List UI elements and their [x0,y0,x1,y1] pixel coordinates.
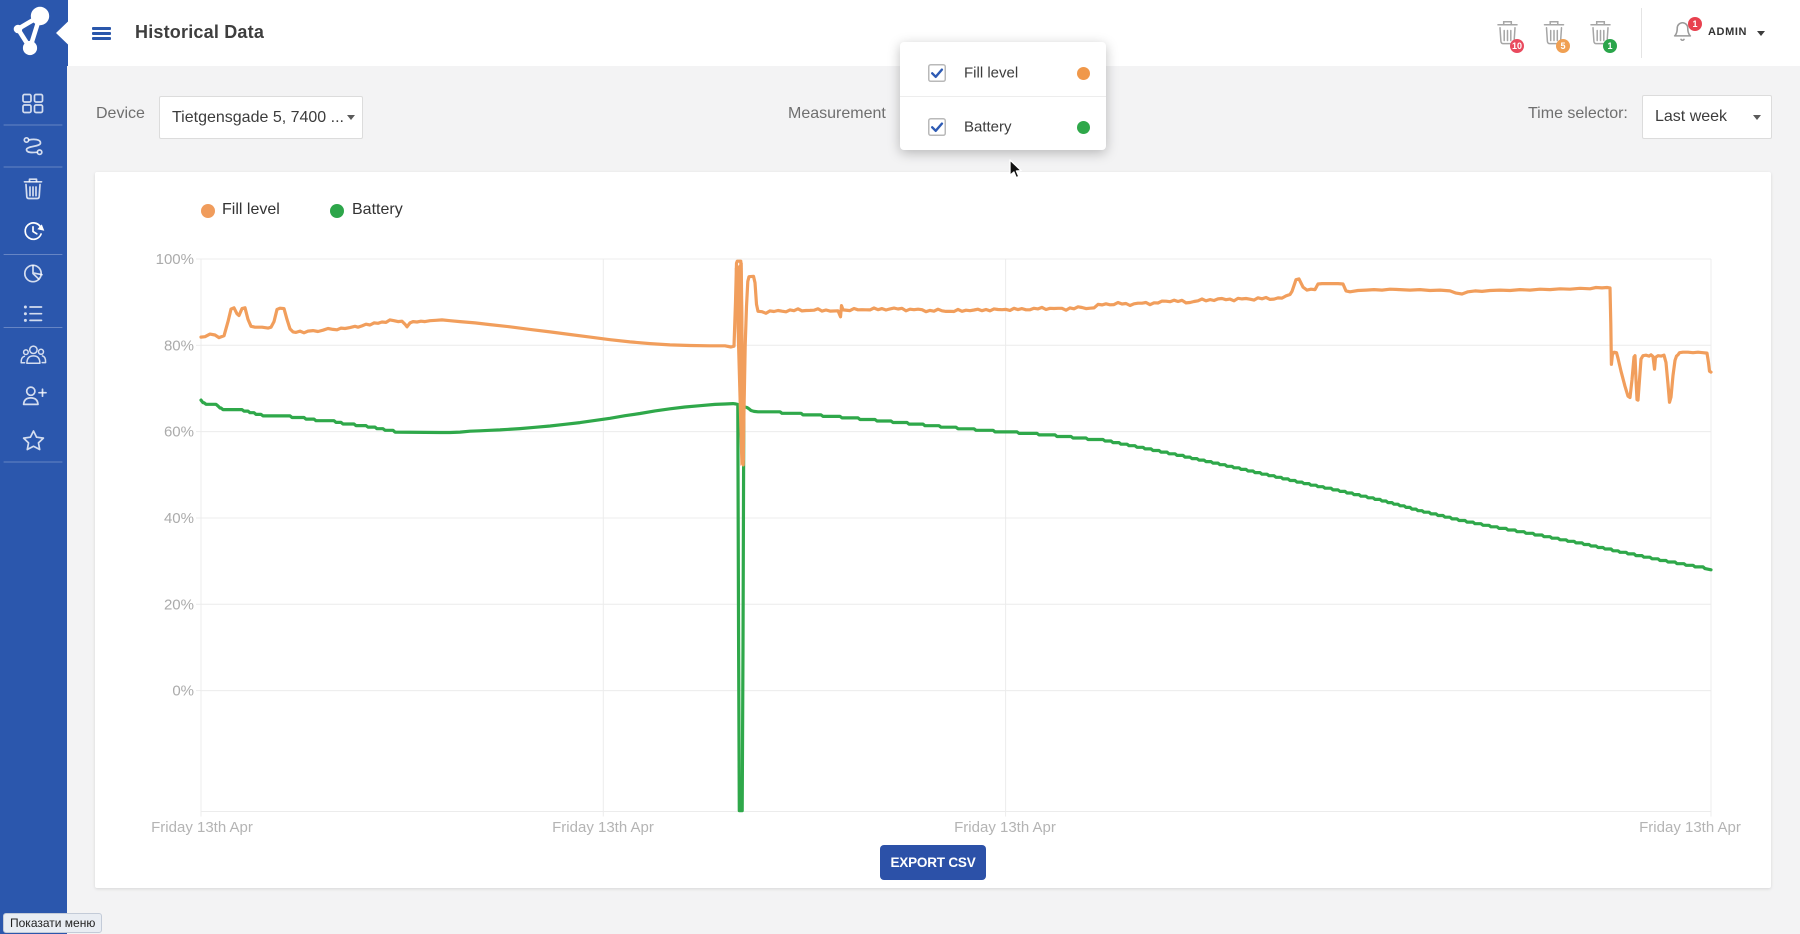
svg-text:40%: 40% [164,510,194,527]
svg-text:Friday 13th Apr: Friday 13th Apr [1639,819,1741,836]
svg-text:100%: 100% [156,251,194,268]
svg-text:80%: 80% [164,337,194,354]
svg-text:Friday 13th Apr: Friday 13th Apr [954,819,1056,836]
svg-text:Friday 13th Apr: Friday 13th Apr [552,819,654,836]
svg-text:Friday 13th Apr: Friday 13th Apr [151,819,253,836]
svg-text:0%: 0% [172,683,194,700]
svg-text:60%: 60% [164,424,194,441]
svg-text:20%: 20% [164,596,194,613]
